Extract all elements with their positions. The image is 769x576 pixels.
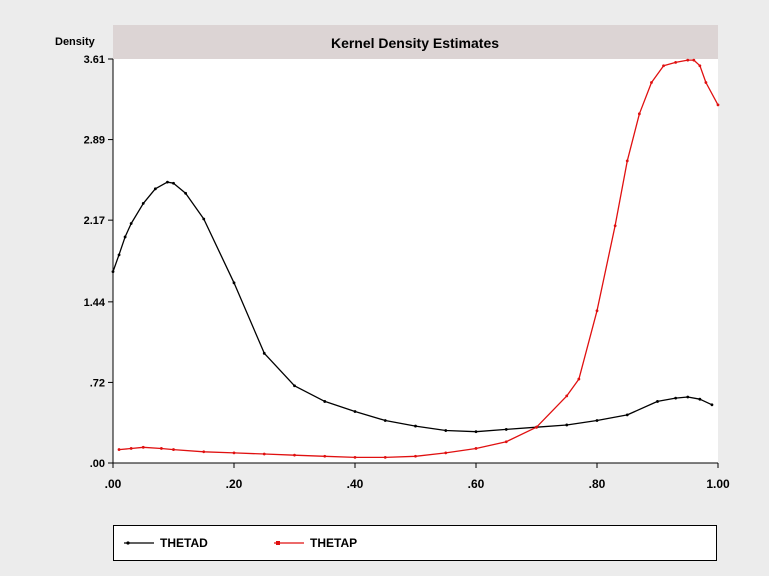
data-point-thetad [129,222,133,225]
data-point-thetap [698,64,702,68]
data-point-thetad [444,429,448,432]
data-point-thetap [686,58,690,62]
data-point-thetap [474,447,478,450]
y-tick-label: .72 [90,377,105,389]
data-point-thetad [504,428,508,431]
x-tick-label: .00 [105,477,122,491]
legend-item-thetad: THETAD [124,526,208,560]
x-tick-label: .20 [226,477,243,491]
data-point-thetad [565,423,569,427]
data-point-thetap [662,64,665,68]
data-point-thetap [565,394,569,398]
legend-swatch-thetap [274,537,304,549]
data-point-thetap [535,425,538,429]
y-tick-label: 2.17 [84,215,105,227]
data-point-thetad [262,351,266,355]
data-point-thetap [383,456,387,459]
data-point-thetad [595,419,599,422]
data-point-thetad [698,397,702,401]
y-tick-label: 2.89 [84,135,105,147]
title-band [113,25,718,59]
data-point-thetad [172,181,175,185]
data-point-thetad [153,187,157,191]
data-point-thetap [141,445,145,449]
data-point-thetap [172,448,175,451]
plot-area [113,59,718,463]
data-point-thetap [577,377,581,381]
x-tick-label: .60 [468,477,485,491]
data-point-thetap [117,448,121,451]
data-point-thetap [202,450,206,454]
x-tick-label: .40 [347,477,364,491]
data-point-thetad [383,419,387,422]
data-point-thetad [710,403,714,407]
data-point-thetad [184,191,188,195]
data-point-thetap [716,103,720,107]
data-point-thetap [625,159,629,163]
data-point-thetad [202,217,206,221]
data-point-thetap [504,440,508,444]
data-point-thetap [650,81,653,84]
data-point-thetap [262,452,266,456]
data-point-thetad [141,201,145,205]
data-point-thetap [160,447,163,450]
data-point-thetad [293,384,296,388]
data-point-thetad [474,430,478,434]
data-point-thetad [656,400,659,403]
y-tick-label: .00 [90,458,105,470]
legend: THETAD THETAP [113,525,717,561]
data-point-thetap [613,224,617,228]
data-point-thetad [353,410,357,413]
data-point-thetad [232,281,236,285]
data-point-thetap [692,58,696,62]
y-tick-label: 1.44 [84,297,106,309]
legend-swatch-thetad [124,537,154,549]
chart-title: Kernel Density Estimates [331,35,499,51]
data-point-thetap [323,454,327,458]
data-point-thetad [123,235,127,239]
data-point-thetap [414,454,417,458]
data-point-thetad [625,413,629,417]
data-point-thetad [414,424,417,428]
data-point-thetad [686,395,690,399]
y-axis-label: Density [55,36,96,48]
data-point-thetap [129,447,133,450]
data-point-thetad [166,180,169,184]
data-point-thetad [674,396,678,400]
x-tick-label: 1.00 [706,477,730,491]
data-point-thetap [293,453,296,457]
y-tick-label: 3.61 [84,54,105,66]
data-point-thetap [704,81,708,84]
data-point-thetap [232,451,236,455]
data-point-thetap [444,451,448,455]
data-point-thetad [111,270,115,274]
x-tick-label: .80 [589,477,606,491]
data-point-thetap [674,60,678,64]
data-point-thetad [117,253,121,257]
data-point-thetap [595,309,599,313]
data-point-thetad [323,400,327,403]
data-point-thetap [353,456,357,459]
data-point-thetap [637,112,641,116]
legend-label-thetad: THETAD [160,536,208,550]
legend-item-thetap: THETAP [274,526,357,560]
legend-label-thetap: THETAP [310,536,358,550]
